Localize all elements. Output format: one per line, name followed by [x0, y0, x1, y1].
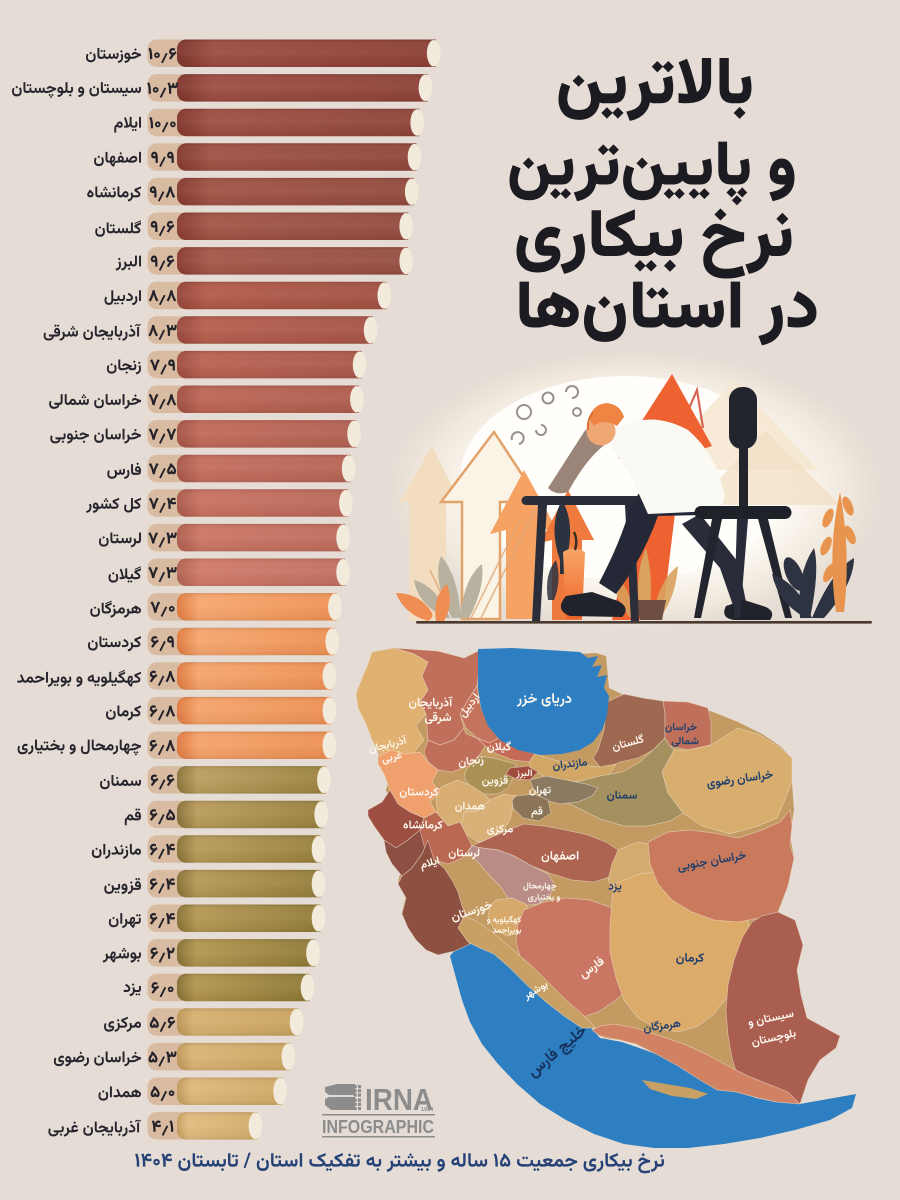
svg-text:INFOGRAPHIC: INFOGRAPHIC: [322, 1116, 434, 1137]
svg-text:IRNA: IRNA: [365, 1083, 433, 1117]
svg-text:1934: 1934: [421, 1107, 434, 1113]
